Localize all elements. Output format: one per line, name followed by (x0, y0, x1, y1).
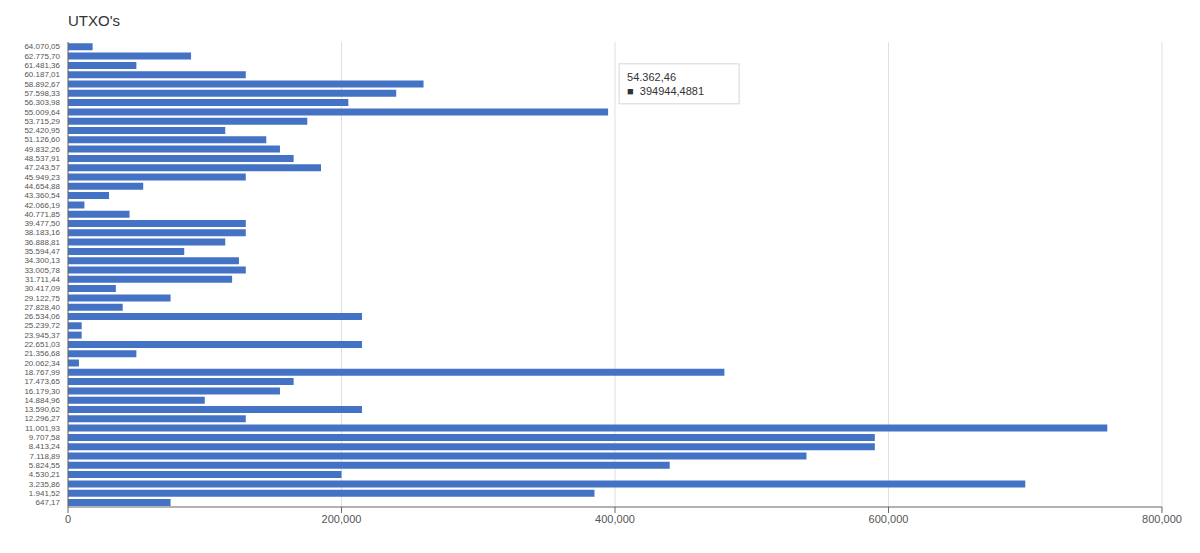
svg-text:13.590,62: 13.590,62 (24, 405, 60, 414)
svg-text:51.126,60: 51.126,60 (24, 135, 60, 144)
svg-text:64.070,05: 64.070,05 (24, 42, 60, 51)
svg-text:53.715,29: 53.715,29 (24, 117, 60, 126)
svg-text:48.537,91: 48.537,91 (24, 154, 60, 163)
svg-text:23.945,37: 23.945,37 (24, 331, 60, 340)
svg-text:42.066,19: 42.066,19 (24, 201, 60, 210)
svg-text:31.711,44: 31.711,44 (25, 275, 61, 284)
svg-text:400,000: 400,000 (595, 513, 635, 525)
svg-text:43.360,54: 43.360,54 (24, 191, 60, 200)
svg-text:1.941,52: 1.941,52 (29, 489, 61, 498)
svg-text:54.362,46: 54.362,46 (627, 71, 676, 83)
svg-text:35.594,47: 35.594,47 (24, 247, 60, 256)
svg-text:3.235,86: 3.235,86 (29, 480, 61, 489)
svg-text:200,000: 200,000 (322, 513, 362, 525)
svg-text:11.001,93: 11.001,93 (25, 424, 61, 433)
svg-text:■ 394944,4881: ■ 394944,4881 (627, 85, 704, 97)
svg-text:34.300,13: 34.300,13 (24, 256, 60, 265)
svg-text:40.771,85: 40.771,85 (24, 210, 60, 219)
svg-text:36.888,81: 36.888,81 (24, 238, 60, 247)
svg-text:9.707,58: 9.707,58 (29, 433, 61, 442)
svg-text:30.417,09: 30.417,09 (24, 284, 60, 293)
svg-text:56.303,98: 56.303,98 (24, 98, 60, 107)
svg-text:16.179,30: 16.179,30 (24, 387, 60, 396)
svg-text:5.824,55: 5.824,55 (29, 461, 61, 470)
svg-text:14.884,96: 14.884,96 (24, 396, 60, 405)
svg-text:600,000: 600,000 (869, 513, 909, 525)
svg-text:29.122,75: 29.122,75 (24, 294, 60, 303)
html-text:UTXO's: UTXO's (68, 12, 120, 29)
svg-text:60.187,01: 60.187,01 (24, 70, 60, 79)
svg-text:58.892,67: 58.892,67 (24, 80, 60, 89)
svg-text:18.767,99: 18.767,99 (24, 368, 60, 377)
svg-text:44.654,88: 44.654,88 (24, 182, 60, 191)
svg-text:12.296,27: 12.296,27 (24, 414, 60, 423)
svg-text:55.009,64: 55.009,64 (24, 108, 60, 117)
svg-text:39.477,50: 39.477,50 (24, 219, 60, 228)
svg-text:57.598,33: 57.598,33 (24, 89, 60, 98)
svg-text:25.239,72: 25.239,72 (24, 321, 60, 330)
svg-text:47.243,57: 47.243,57 (24, 163, 60, 172)
svg-text:0: 0 (65, 513, 71, 525)
svg-text:61.481,36: 61.481,36 (24, 61, 60, 70)
svg-text:800,000: 800,000 (1142, 513, 1182, 525)
svg-text:62.775,70: 62.775,70 (24, 52, 60, 61)
svg-text:20.062,34: 20.062,34 (24, 359, 60, 368)
svg-text:17.473,65: 17.473,65 (24, 377, 60, 386)
svg-text:21.356,68: 21.356,68 (24, 349, 60, 358)
svg-text:26.534,06: 26.534,06 (24, 312, 60, 321)
svg-text:49.832,26: 49.832,26 (24, 145, 60, 154)
svg-text:52.420,95: 52.420,95 (24, 126, 60, 135)
svg-text:33.005,78: 33.005,78 (24, 266, 60, 275)
svg-text:22.651,03: 22.651,03 (24, 340, 60, 349)
svg-text:8.413,24: 8.413,24 (29, 442, 61, 451)
svg-text:4.530,21: 4.530,21 (29, 470, 61, 479)
svg-text:38.183,16: 38.183,16 (24, 228, 60, 237)
svg-text:27.828,40: 27.828,40 (24, 303, 60, 312)
svg-text:647,17: 647,17 (36, 498, 61, 507)
svg-text:7.118,89: 7.118,89 (29, 452, 60, 461)
svg-text:45.949,23: 45.949,23 (24, 173, 60, 182)
